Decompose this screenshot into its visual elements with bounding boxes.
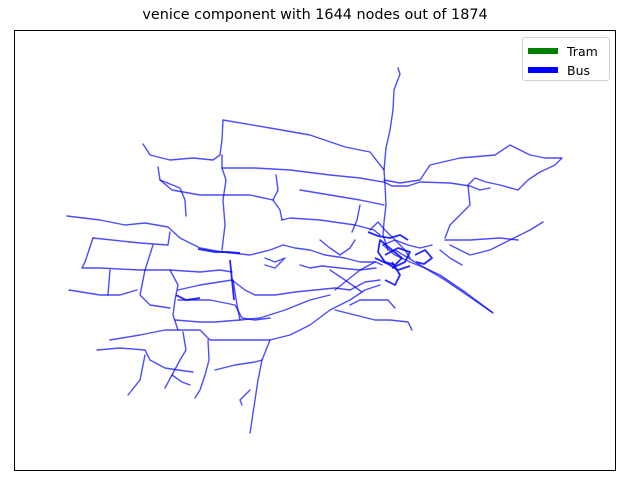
hub-edge bbox=[197, 248, 241, 254]
axes-frame bbox=[14, 30, 616, 471]
bus-route-edge bbox=[68, 289, 138, 296]
hub-edge bbox=[229, 259, 235, 301]
bus-route-edge bbox=[299, 189, 385, 206]
bus-route-edge bbox=[177, 279, 381, 296]
bus-route-edge bbox=[239, 389, 251, 406]
bus-route-edge bbox=[449, 221, 544, 256]
bus-route-edge bbox=[214, 359, 263, 371]
tram-swatch-icon bbox=[528, 48, 558, 54]
bus-route-edge bbox=[157, 166, 187, 217]
hub-edge bbox=[374, 257, 411, 271]
bus-route-edge bbox=[171, 374, 191, 386]
bus-route-edge bbox=[272, 174, 279, 201]
bus-route-edge bbox=[169, 269, 179, 331]
bus-route-edge bbox=[444, 237, 519, 241]
bus-route-edge bbox=[334, 261, 376, 291]
hub-edge bbox=[367, 231, 409, 241]
figure-title: venice component with 1644 nodes out of … bbox=[142, 7, 488, 23]
bus-route-edge bbox=[221, 167, 227, 251]
bus-route-edge bbox=[221, 244, 383, 266]
legend: Tram Bus bbox=[522, 37, 610, 81]
bus-route-edge bbox=[127, 354, 146, 396]
bus-route-edge bbox=[174, 294, 331, 323]
bus-route-edge bbox=[249, 339, 271, 434]
hub-edge bbox=[377, 239, 403, 266]
bus-route-edge bbox=[81, 237, 233, 273]
legend-item-bus: Bus bbox=[528, 62, 590, 78]
bus-route-edge bbox=[139, 244, 171, 309]
bus-route-edge bbox=[221, 154, 384, 183]
bus-route-edge bbox=[92, 231, 171, 246]
bus-route-edge bbox=[142, 119, 385, 171]
bus-route-edge bbox=[164, 331, 187, 389]
bus-route-edge bbox=[109, 284, 381, 341]
bus-route-edge bbox=[66, 215, 223, 253]
bus-route-edge bbox=[382, 239, 411, 259]
bus-route-edge bbox=[107, 269, 111, 296]
bus-route-edge bbox=[329, 269, 363, 293]
bus-route-edge bbox=[382, 67, 401, 251]
bus-route-edge bbox=[439, 249, 463, 266]
bus-route-edge bbox=[299, 264, 377, 271]
bus-route-edge bbox=[383, 144, 563, 239]
bus-route-edge bbox=[281, 217, 381, 236]
bus-route-edge bbox=[264, 257, 286, 269]
bus-route-edge bbox=[194, 339, 210, 399]
hub-edge bbox=[384, 261, 401, 286]
bus-route-edge bbox=[383, 181, 491, 191]
bus-route-edge bbox=[334, 309, 413, 331]
bus-swatch-icon bbox=[528, 67, 558, 73]
hub-edge bbox=[384, 247, 411, 269]
bus-route-edge bbox=[394, 249, 494, 314]
legend-item-tram: Tram bbox=[528, 43, 598, 59]
hub-edge bbox=[175, 294, 201, 301]
bus-route-edge bbox=[159, 179, 283, 221]
hub-edge bbox=[414, 249, 433, 265]
bus-route-edge bbox=[96, 347, 194, 373]
bus-route-edge bbox=[232, 279, 241, 321]
bus-route-edge bbox=[319, 239, 356, 256]
bus-route-edge bbox=[351, 204, 361, 233]
bus-route-edge bbox=[177, 299, 271, 321]
legend-label: Bus bbox=[567, 62, 591, 78]
legend-label: Tram bbox=[567, 43, 598, 59]
bus-route-edge bbox=[349, 299, 396, 309]
